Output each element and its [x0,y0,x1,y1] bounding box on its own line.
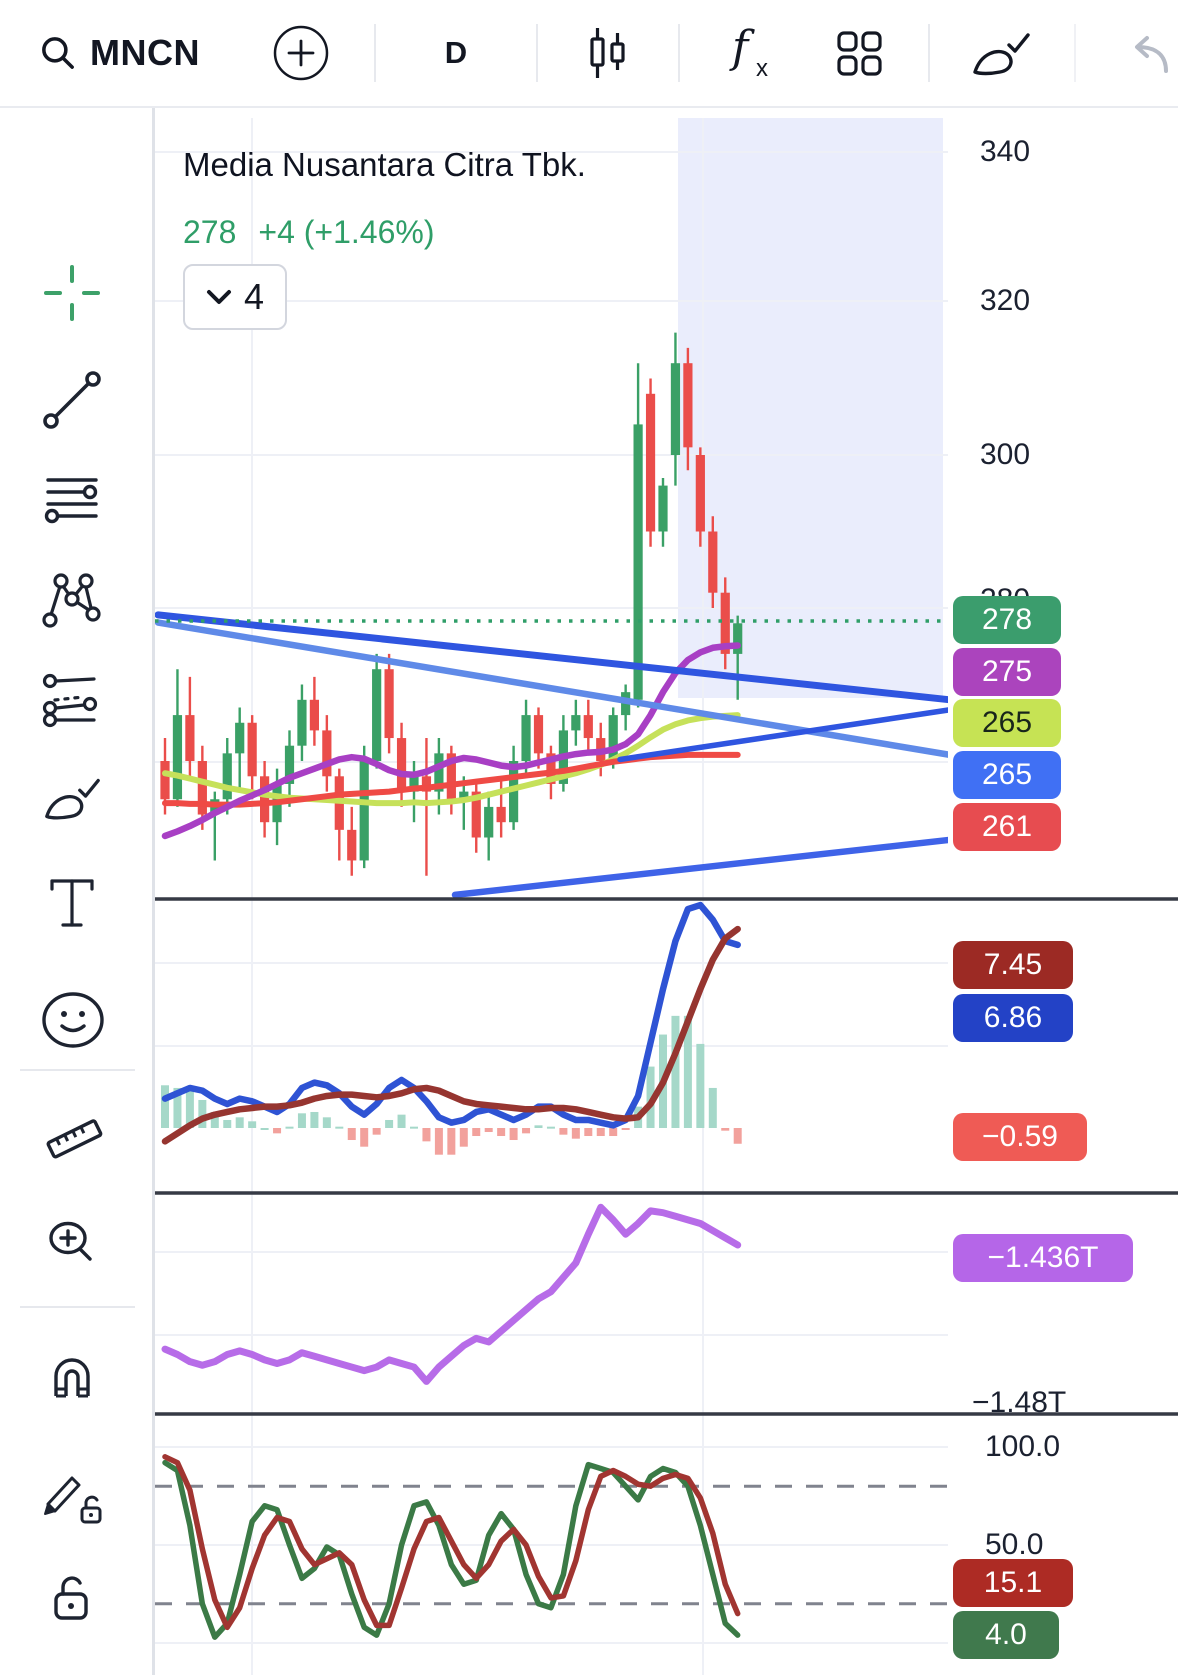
zoom-in-icon [49,1221,92,1261]
horizontal-lines-icon [44,478,98,524]
undo-button[interactable] [1120,25,1176,81]
magnet-icon [54,1358,90,1398]
indicators-button[interactable]: f x [722,22,784,84]
undo-icon [1134,36,1168,73]
toolbar-separator [927,24,930,82]
pencil-lock-icon [44,1476,102,1524]
add-symbol-icon [273,25,329,81]
toolbar-separator [535,24,538,82]
symbol-search-button[interactable]: MNCN [36,31,200,75]
layout-button[interactable] [830,24,888,82]
parallel-channel-icon [42,673,98,728]
timeframe-button[interactable]: D [428,35,484,71]
search-icon [42,37,74,69]
svg-text:x: x [756,55,768,82]
trend-line-tool[interactable] [40,368,104,432]
sidebar-separator [20,1069,135,1071]
symbol-label: MNCN [90,32,200,73]
toolbar-separator [373,24,376,82]
magnet-tool[interactable] [40,1348,104,1412]
add-symbol-button[interactable] [272,24,330,82]
text-tool[interactable] [40,871,104,935]
ruler-tool[interactable] [40,1106,104,1170]
trend-line-icon [43,371,101,429]
crosshair-tool[interactable] [40,261,104,325]
toolbar-separator [1073,24,1076,82]
indicators-fx-icon: f x [729,22,768,82]
top-toolbar: MNCN D f [0,0,1178,108]
lock-tool[interactable] [40,1566,104,1630]
xabcd-pattern-icon [42,573,101,628]
zoom-in-tool[interactable] [40,1211,104,1275]
chevron-down-icon [206,290,231,304]
chart-style-button[interactable] [578,24,636,82]
emoji-tool[interactable] [40,988,104,1052]
smiley-icon [42,992,104,1048]
sidebar-separator [20,1306,135,1308]
candles-style-icon [590,28,625,78]
layout-grid-icon [837,31,882,76]
drawing-lock-tool[interactable] [40,1464,104,1528]
brush-icon [45,778,100,820]
toolbar-separator [677,24,680,82]
text-icon [50,879,94,927]
indicator-count: 4 [243,276,265,317]
svg-text:f: f [729,22,755,73]
indicators-dropdown-button[interactable]: 4 [183,264,287,330]
brush-drawing-icon [973,33,1030,76]
drawing-tools-button[interactable] [968,23,1034,83]
timeframe-label: D [444,35,468,70]
parallel-channel-tool[interactable] [40,670,104,734]
horizontal-lines-tool[interactable] [40,468,104,532]
brush-tool[interactable] [40,766,104,830]
xabcd-pattern-tool[interactable] [40,568,104,632]
drawing-toolbar [0,108,155,1675]
ruler-icon [46,1119,103,1159]
crosshair-icon [44,265,100,321]
lock-open-icon [54,1576,88,1620]
